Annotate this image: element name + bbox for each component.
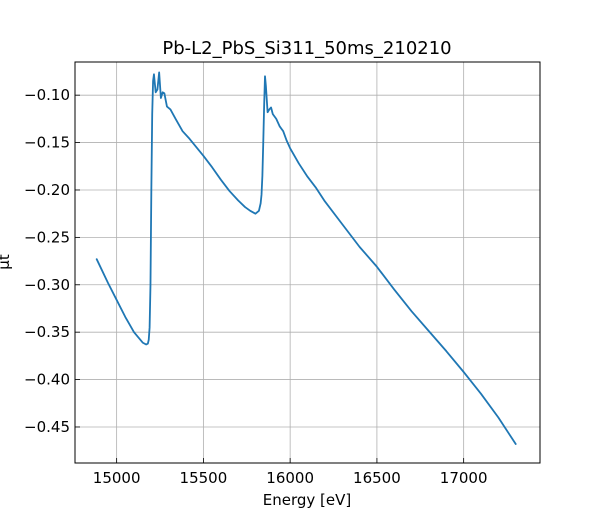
x-axis-ticks: 15000 15500 16000 16500 17000 [93,458,488,487]
x-tick-label: 15000 [93,469,141,487]
plot-area-frame [74,61,541,464]
y-tick-label: −0.35 [24,323,70,341]
x-tick-label: 15500 [180,469,228,487]
y-tick-label: −0.25 [24,228,70,246]
x-tick-label: 17000 [440,469,488,487]
x-tick-label: 16000 [266,469,314,487]
y-axis-label: μt [0,254,13,270]
y-tick-label: −0.20 [24,181,70,199]
y-tick-label: −0.30 [24,276,70,294]
series-line-0 [95,71,517,445]
grid [75,62,540,463]
y-tick-label: −0.45 [24,418,70,436]
x-tick-label: 16500 [353,469,401,487]
series-layer [95,71,517,445]
y-tick-label: −0.15 [24,134,70,152]
y-axis-ticks: −0.10 −0.15 −0.20 −0.25 −0.30 −0.35 −0.40 −0.45 [24,86,80,436]
y-tick-label: −0.40 [24,371,70,389]
y-tick-label: −0.10 [24,86,70,104]
x-axis-label: Energy [eV] [263,491,351,509]
chart-title: Pb-L2_PbS_Si311_50ms_210210 [162,38,451,59]
